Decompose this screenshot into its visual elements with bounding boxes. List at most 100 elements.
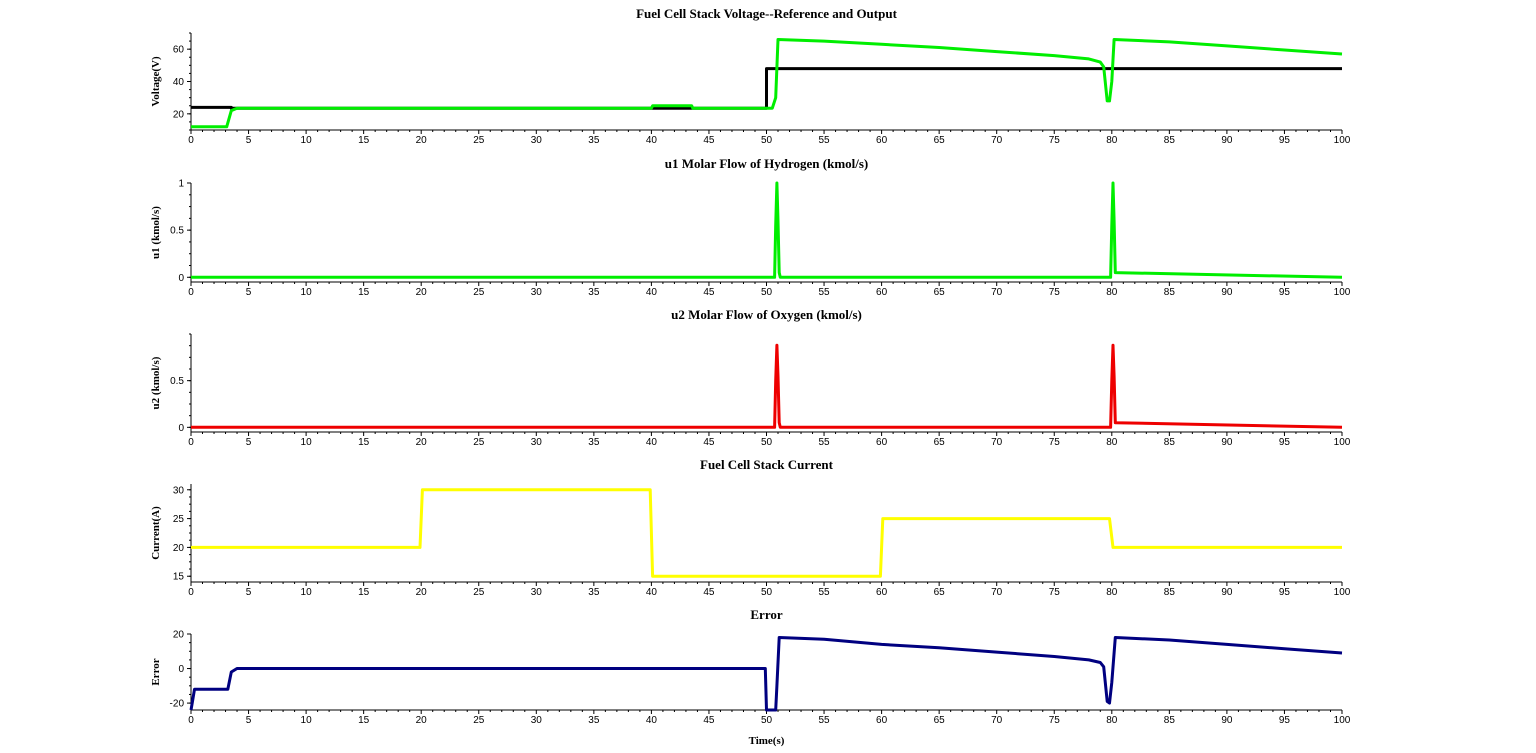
x-tick-label: 0	[188, 587, 194, 598]
x-tick-label: 90	[1221, 287, 1233, 298]
x-tick-label: 95	[1279, 135, 1291, 146]
x-tick-label: 15	[358, 287, 370, 298]
x-tick-label: 100	[1334, 587, 1351, 598]
x-tick-label: 35	[588, 287, 600, 298]
x-tick-label: 30	[531, 135, 543, 146]
chart-title: u2 Molar Flow of Oxygen (kmol/s)	[671, 307, 862, 322]
x-tick-label: 15	[358, 587, 370, 598]
chart-panel-4: Fuel Cell Stack Current Current(A) 0 5 10 15 2…	[150, 457, 1351, 598]
y-axis-label: u2 (kmol/s)	[150, 356, 162, 409]
y-tick-label: -20	[170, 699, 185, 710]
y-tick-label: 20	[173, 630, 185, 641]
x-tick-label: 50	[761, 587, 773, 598]
chart-title: Fuel Cell Stack Voltage--Reference and O…	[636, 6, 897, 21]
x-tick-label: 85	[1164, 437, 1176, 448]
x-tick-label: 25	[473, 437, 485, 448]
x-tick-label: 45	[703, 437, 715, 448]
x-tick-label: 100	[1334, 135, 1351, 146]
series-line-1	[191, 67, 1342, 110]
y-tick-label: 60	[173, 45, 185, 56]
x-tick-label: 40	[646, 287, 658, 298]
x-tick-label: 5	[246, 437, 252, 448]
x-tick-label: 35	[588, 437, 600, 448]
y-tick-label: 15	[173, 572, 185, 583]
y-axis-label: Error	[150, 658, 162, 685]
x-tick-label: 30	[531, 587, 543, 598]
x-tick-label: 5	[246, 715, 252, 726]
x-tick-label: 65	[934, 437, 946, 448]
x-tick-label: 15	[358, 437, 370, 448]
x-tick-label: 50	[761, 437, 773, 448]
y-tick-label: 40	[173, 77, 185, 88]
x-tick-label: 20	[416, 287, 428, 298]
x-tick-label: 30	[531, 715, 543, 726]
x-tick-label: 30	[531, 287, 543, 298]
x-tick-label: 40	[646, 135, 658, 146]
y-tick-label: 0	[178, 664, 184, 675]
x-tick-label: 10	[301, 437, 313, 448]
x-tick-label: 85	[1164, 715, 1176, 726]
x-tick-label: 95	[1279, 715, 1291, 726]
y-tick-label: 0	[178, 423, 184, 434]
chart-panel-1: Fuel Cell Stack Voltage--Reference and O…	[150, 6, 1351, 146]
x-tick-label: 15	[358, 135, 370, 146]
x-tick-label: 65	[934, 715, 946, 726]
chart-title: Error	[750, 607, 782, 622]
x-tick-label: 75	[1049, 587, 1061, 598]
x-tick-label: 25	[473, 587, 485, 598]
x-tick-label: 40	[646, 587, 658, 598]
x-tick-label: 65	[934, 287, 946, 298]
y-axis-label: Voltage(V)	[150, 56, 162, 107]
x-tick-label: 95	[1279, 587, 1291, 598]
x-tick-label: 55	[818, 287, 830, 298]
y-tick-label: 30	[173, 485, 185, 496]
x-tick-label: 50	[761, 715, 773, 726]
x-tick-label: 55	[818, 437, 830, 448]
x-tick-label: 10	[301, 715, 313, 726]
x-tick-label: 85	[1164, 587, 1176, 598]
x-tick-label: 15	[358, 715, 370, 726]
x-tick-label: 5	[246, 287, 252, 298]
y-tick-label: 20	[173, 109, 185, 120]
x-tick-label: 40	[646, 715, 658, 726]
x-tick-label: 5	[246, 135, 252, 146]
y-tick-label: 25	[173, 514, 185, 525]
y-tick-label: 0	[178, 273, 184, 284]
x-tick-label: 75	[1049, 715, 1061, 726]
x-tick-label: 75	[1049, 135, 1061, 146]
x-tick-label: 80	[1106, 715, 1118, 726]
x-tick-label: 35	[588, 587, 600, 598]
x-tick-label: 10	[301, 287, 313, 298]
x-tick-label: 90	[1221, 437, 1233, 448]
x-tick-label: 70	[991, 135, 1003, 146]
y-tick-label: 20	[173, 543, 185, 554]
series-line-1	[189, 636, 1343, 712]
x-tick-label: 50	[761, 287, 773, 298]
x-tick-label: 95	[1279, 287, 1291, 298]
y-axis-label: Current(A)	[150, 506, 162, 560]
x-tick-label: 20	[416, 135, 428, 146]
x-tick-label: 80	[1106, 437, 1118, 448]
x-tick-label: 0	[188, 437, 194, 448]
x-tick-label: 25	[473, 135, 485, 146]
x-tick-label: 90	[1221, 587, 1233, 598]
chart-panel-3: u2 Molar Flow of Oxygen (kmol/s) u2 (kmol…	[150, 307, 1351, 448]
series-line-1	[191, 488, 1342, 578]
series-line-1	[191, 181, 1343, 279]
x-tick-label: 100	[1334, 715, 1351, 726]
chart-panel-2: u1 Molar Flow of Hydrogen (kmol/s) u1 (km…	[150, 156, 1351, 298]
x-tick-label: 35	[588, 715, 600, 726]
chart-title: u1 Molar Flow of Hydrogen (kmol/s)	[665, 156, 869, 171]
y-axis-label: u1 (kmol/s)	[150, 206, 162, 259]
x-tick-label: 5	[246, 587, 252, 598]
x-tick-label: 45	[703, 135, 715, 146]
x-tick-label: 60	[876, 715, 888, 726]
x-tick-label: 70	[991, 287, 1003, 298]
x-tick-label: 80	[1106, 287, 1118, 298]
x-tick-label: 90	[1221, 135, 1233, 146]
x-tick-label: 50	[761, 135, 773, 146]
x-tick-label: 0	[188, 135, 194, 146]
x-tick-label: 70	[991, 715, 1003, 726]
x-tick-label: 65	[934, 587, 946, 598]
